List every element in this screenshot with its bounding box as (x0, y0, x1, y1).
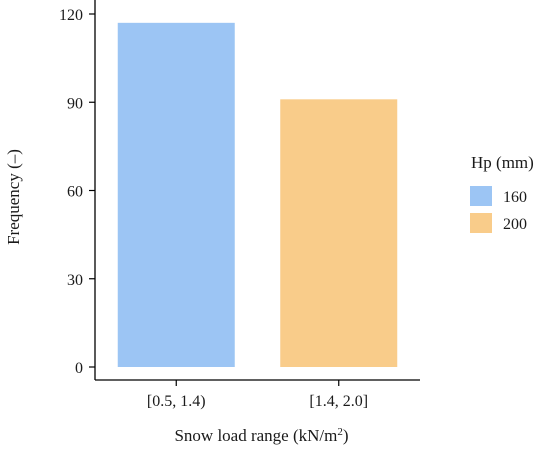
y-tick-label: 30 (67, 272, 83, 289)
legend-title: Hp (mm) (471, 153, 534, 172)
x-axis-label-suffix: ) (343, 426, 349, 445)
x-tick-label: [0.5, 1.4) (147, 393, 206, 410)
bar (280, 99, 398, 367)
x-axis-label-text: Snow load range (kN/m (174, 426, 337, 445)
y-tick-label: 0 (75, 360, 83, 377)
y-axis-label: Frequency (–) (4, 149, 23, 245)
y-tick-label: 90 (67, 95, 83, 112)
legend-label: 160 (503, 189, 527, 206)
x-axis-ticks: [0.5, 1.4) [1.4, 2.0] (147, 380, 368, 410)
x-axis-label-superscript: 2 (337, 426, 343, 438)
legend-swatch (470, 213, 492, 233)
bars (117, 22, 398, 367)
y-axis-ticks: 0 30 60 90 120 (59, 7, 95, 377)
legend-label: 200 (503, 216, 527, 233)
legend: Hp (mm) 160 200 (470, 153, 534, 233)
y-tick-label: 120 (59, 7, 83, 24)
y-tick-label: 60 (67, 184, 83, 201)
legend-swatch (470, 186, 492, 206)
x-tick-label: [1.4, 2.0] (309, 393, 368, 410)
bar (117, 22, 235, 367)
x-axis-label: Snow load range (kN/m2) (174, 426, 348, 445)
